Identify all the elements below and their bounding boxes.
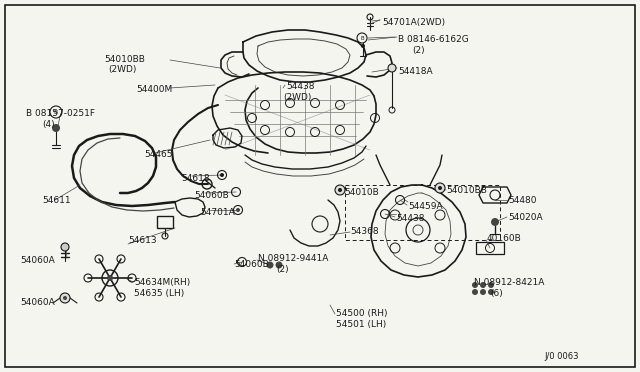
Circle shape [480, 282, 486, 288]
Text: B: B [360, 35, 364, 41]
Text: 54611: 54611 [42, 196, 70, 205]
Text: 54010B: 54010B [344, 188, 379, 197]
Text: (4): (4) [42, 120, 54, 129]
Text: J/0 0063: J/0 0063 [544, 352, 579, 361]
Text: N 08912-9441A: N 08912-9441A [258, 254, 328, 263]
Text: 54500 (RH): 54500 (RH) [336, 309, 387, 318]
Text: 40160B: 40160B [487, 234, 522, 243]
Circle shape [488, 289, 494, 295]
Text: 54020A: 54020A [508, 213, 543, 222]
Text: 54060B: 54060B [194, 191, 228, 200]
Circle shape [63, 296, 67, 300]
Circle shape [266, 262, 273, 269]
Text: 54060A: 54060A [20, 256, 55, 265]
Circle shape [52, 124, 60, 132]
Text: 54400M: 54400M [136, 85, 172, 94]
Text: 54010BB: 54010BB [104, 55, 145, 64]
Text: 54635 (LH): 54635 (LH) [134, 289, 184, 298]
Text: 54438: 54438 [286, 82, 314, 91]
Circle shape [488, 282, 494, 288]
Bar [476, 242, 504, 254]
Circle shape [472, 282, 478, 288]
Text: 54368: 54368 [350, 227, 379, 236]
Text: 54438: 54438 [396, 214, 424, 223]
Text: B 08146-6162G: B 08146-6162G [398, 35, 468, 44]
Circle shape [480, 289, 486, 295]
Text: (2): (2) [276, 265, 289, 274]
Text: 54701A(2WD): 54701A(2WD) [382, 18, 445, 27]
Text: N 08912-8421A: N 08912-8421A [474, 278, 545, 287]
Circle shape [60, 293, 70, 303]
Text: B 08157-0251F: B 08157-0251F [26, 109, 95, 118]
Text: 54701A: 54701A [200, 208, 235, 217]
Text: (2WD): (2WD) [108, 65, 136, 74]
Circle shape [107, 275, 113, 281]
Circle shape [388, 64, 396, 72]
Text: 54465: 54465 [144, 150, 173, 159]
Circle shape [61, 243, 69, 251]
Circle shape [491, 218, 499, 226]
Text: B: B [54, 109, 58, 115]
Text: 54459A: 54459A [408, 202, 443, 211]
Text: 54501 (LH): 54501 (LH) [336, 320, 387, 329]
Circle shape [220, 173, 224, 177]
Text: (2WD): (2WD) [283, 93, 312, 102]
Circle shape [275, 262, 282, 269]
Circle shape [472, 289, 478, 295]
Circle shape [338, 188, 342, 192]
Circle shape [236, 208, 240, 212]
Text: 54060A: 54060A [20, 298, 55, 307]
Text: 54634M(RH): 54634M(RH) [134, 278, 190, 287]
Text: 54480: 54480 [508, 196, 536, 205]
Text: 54010BB: 54010BB [446, 186, 487, 195]
Text: 54060B: 54060B [234, 260, 269, 269]
Bar [157, 216, 173, 228]
Text: 54418A: 54418A [398, 67, 433, 76]
Text: (6): (6) [490, 289, 503, 298]
Text: (2): (2) [412, 46, 424, 55]
Circle shape [435, 183, 445, 193]
Text: 54613: 54613 [128, 236, 157, 245]
Circle shape [361, 44, 365, 48]
Circle shape [438, 186, 442, 190]
Text: 54618: 54618 [181, 174, 210, 183]
Circle shape [335, 185, 345, 195]
